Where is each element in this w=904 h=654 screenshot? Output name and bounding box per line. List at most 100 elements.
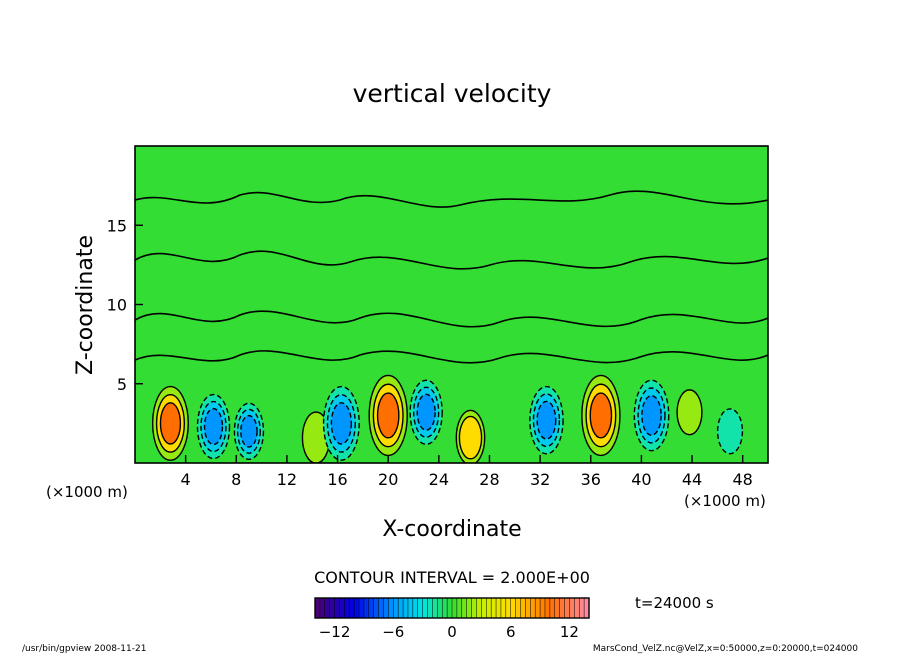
colorbar-swatch xyxy=(564,597,570,619)
y-tick-label: 5 xyxy=(117,375,127,394)
velocity-cell xyxy=(196,393,231,460)
velocity-cell xyxy=(368,374,408,457)
colorbar-swatch xyxy=(446,597,453,619)
colorbar-swatch xyxy=(476,597,482,619)
colorbar-swatch xyxy=(368,597,375,619)
colorbar-swatch xyxy=(427,597,433,619)
colorbar-tick-label: −6 xyxy=(382,623,404,641)
y-tick-label: 15 xyxy=(107,216,127,235)
plot-background xyxy=(135,146,768,463)
colorbar-tick-label: 6 xyxy=(506,623,516,641)
chart-title: vertical velocity xyxy=(353,79,552,108)
y-tick-label: 10 xyxy=(107,296,127,315)
colorbar-swatch xyxy=(407,597,414,619)
colorbar-swatch xyxy=(393,597,399,619)
contour-ring xyxy=(376,392,400,439)
contour-ring xyxy=(641,395,662,436)
velocity-cell xyxy=(233,402,265,460)
plot-area xyxy=(134,145,769,464)
contour-ring xyxy=(589,392,613,439)
colorbar-swatch xyxy=(324,597,331,619)
footer-left: /usr/bin/gpview 2008-11-21 xyxy=(22,644,146,654)
colorbar-swatch xyxy=(559,597,566,619)
x-tick-label: 48 xyxy=(733,470,753,489)
colorbar-swatch xyxy=(520,597,526,619)
colorbar-swatch xyxy=(402,597,409,619)
colorbar-swatch xyxy=(422,597,429,619)
colorbar-swatch xyxy=(344,597,350,619)
velocity-cell xyxy=(529,385,564,455)
colorbar-swatch xyxy=(505,597,512,619)
velocity-cell xyxy=(676,389,703,436)
colorbar-swatch xyxy=(481,597,487,619)
colorbar-swatch xyxy=(495,597,502,619)
velocity-cells xyxy=(151,374,744,463)
colorbar-swatch xyxy=(358,597,365,619)
contour-ring xyxy=(416,393,436,431)
colorbar-swatch xyxy=(451,597,458,619)
contour-ring xyxy=(240,414,258,448)
colorbar-swatch xyxy=(378,597,385,619)
colorbar-swatch xyxy=(397,597,404,619)
contour-ring xyxy=(203,407,224,446)
colorbar-tick-label: −12 xyxy=(319,623,351,641)
colorbar-frame xyxy=(314,597,590,619)
colorbar-swatch xyxy=(319,597,326,619)
x-tick-label: 24 xyxy=(429,470,449,489)
colorbar-swatch xyxy=(339,597,345,619)
colorbar-ticks: −12 −6 0 6 12 xyxy=(319,623,579,641)
colorbar-swatch xyxy=(534,597,541,619)
colorbar-swatch xyxy=(471,597,478,619)
x-tick-label: 36 xyxy=(581,470,601,489)
x-tick-label: 20 xyxy=(378,470,398,489)
contour-ring xyxy=(330,402,353,445)
y-axis-ticks: 5 10 15 xyxy=(107,216,143,394)
x-tick-label: 44 xyxy=(682,470,702,489)
x-tick-label: 12 xyxy=(277,470,297,489)
x-tick-label: 28 xyxy=(479,470,499,489)
contour-interval: CONTOUR INTERVAL = 2.000E+00 xyxy=(314,568,590,587)
colorbar-swatch xyxy=(363,597,370,619)
colorbar-swatch xyxy=(544,597,551,619)
colorbar-swatch xyxy=(456,597,463,619)
colorbar-swatch xyxy=(383,597,389,619)
colorbar-swatch xyxy=(490,597,497,619)
colorbar-swatch xyxy=(412,597,419,619)
contour-ring xyxy=(159,402,182,445)
x-unit-right: (×1000 m) xyxy=(684,492,766,510)
velocity-cell xyxy=(633,379,670,452)
colorbar-swatch xyxy=(500,597,507,619)
colorbar-swatch xyxy=(549,597,556,619)
x-tick-label: 4 xyxy=(181,470,191,489)
x-tick-label: 32 xyxy=(530,470,550,489)
x-tick-label: 40 xyxy=(631,470,651,489)
colorbar-tick-label: 12 xyxy=(560,623,579,641)
colorbar-swatch xyxy=(329,597,336,619)
x-unit-left: (×1000 m) xyxy=(46,483,128,501)
colorbar xyxy=(314,597,590,619)
colorbar-swatch xyxy=(578,597,585,619)
colorbar-swatch xyxy=(466,597,473,619)
colorbar-swatch xyxy=(554,597,561,619)
y-axis-label: Z-coordinate xyxy=(73,235,98,375)
colorbar-swatch xyxy=(574,597,580,619)
x-tick-label: 8 xyxy=(231,470,241,489)
colorbar-swatch xyxy=(525,597,531,619)
colorbar-swatch xyxy=(461,597,468,619)
colorbar-swatch xyxy=(437,597,443,619)
velocity-cell xyxy=(581,374,621,457)
colorbar-swatch xyxy=(334,597,341,619)
colorbar-swatch xyxy=(373,597,380,619)
contour-ring xyxy=(716,408,744,455)
contour-ring xyxy=(676,389,703,436)
colorbar-tick-label: 0 xyxy=(447,623,457,641)
colorbar-swatch xyxy=(417,597,424,619)
velocity-cell xyxy=(716,408,744,455)
colorbar-swatch xyxy=(569,597,575,619)
colorbar-swatch xyxy=(353,597,360,619)
velocity-cell xyxy=(322,385,360,461)
colorbar-swatch xyxy=(432,597,438,619)
velocity-cell xyxy=(151,385,189,461)
colorbar-swatch xyxy=(539,597,546,619)
